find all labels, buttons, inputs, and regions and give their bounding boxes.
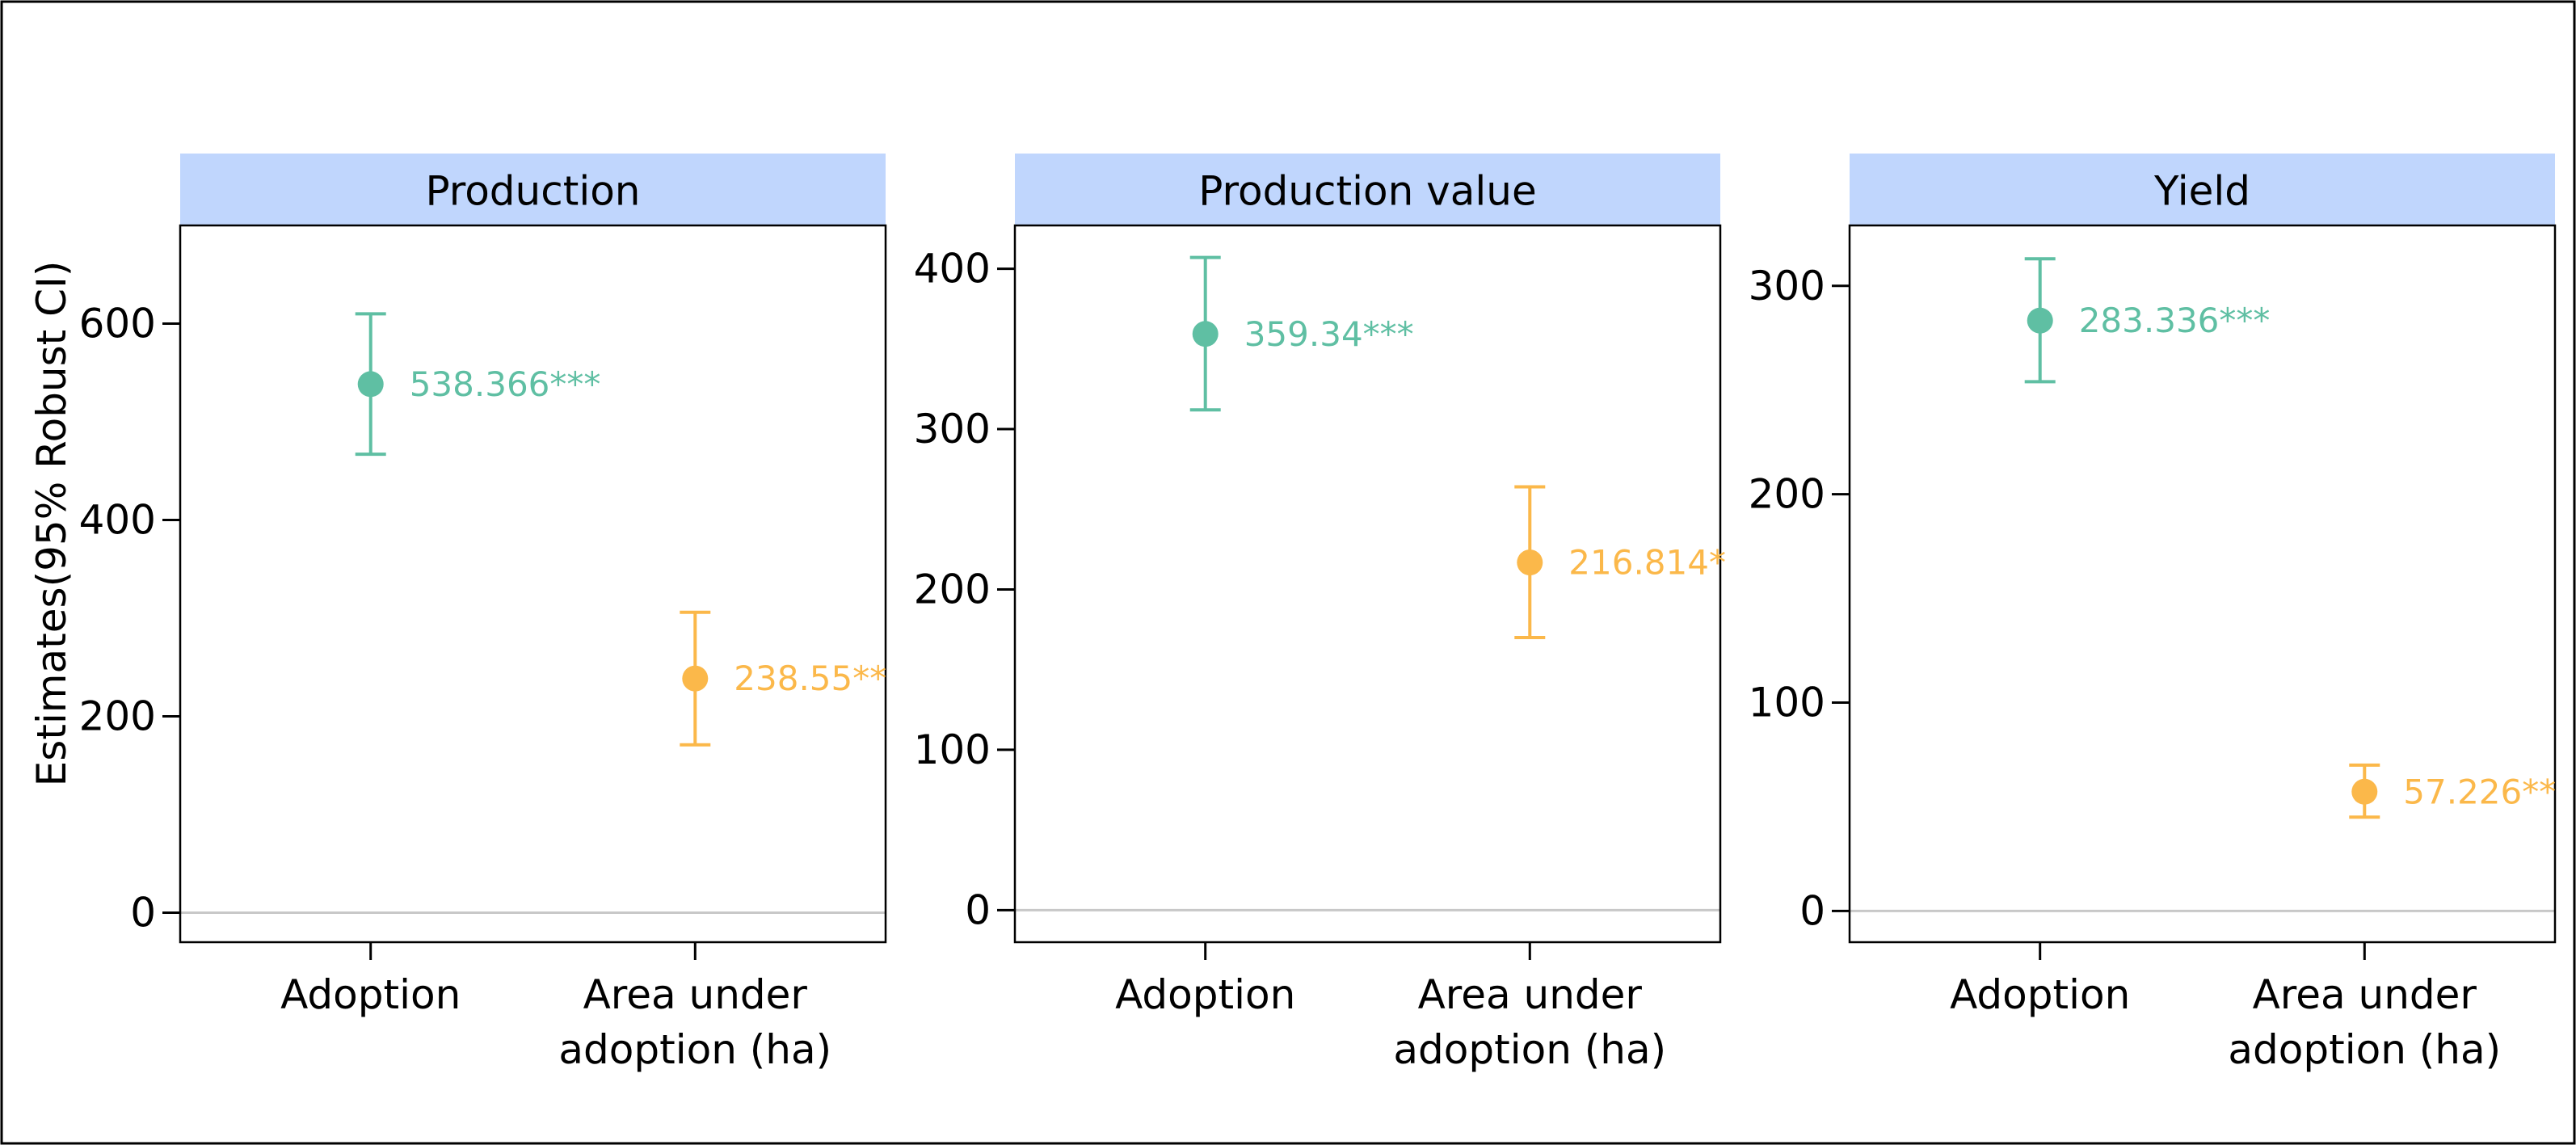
estimate-point	[2027, 307, 2053, 334]
panel-plot-area	[179, 224, 887, 944]
x-category-label: Adoption	[1115, 971, 1295, 1018]
estimate-point-group: 57.226**	[2349, 763, 2556, 819]
x-category-label: Adoption	[280, 971, 461, 1018]
estimate-point	[682, 665, 709, 692]
y-tick-label: 200	[79, 693, 156, 740]
estimate-data-label: 283.336***	[2079, 301, 2271, 340]
panel-strip	[1850, 154, 2555, 225]
y-tick-label: 400	[79, 497, 156, 544]
estimate-point	[357, 371, 384, 398]
x-category-label: Area under adoption (ha)	[2228, 971, 2501, 1073]
panel-1: Production 0 200 400 600 Adoption Area under ad…	[79, 154, 887, 1073]
y-tick-label: 300	[914, 406, 991, 453]
facet-panels: Production 0 200 400 600 Adoption Area under ad…	[79, 154, 2557, 1073]
y-tick-label: 400	[914, 246, 991, 293]
estimate-data-label: 538.366***	[410, 364, 601, 404]
panel-title: Production value	[1198, 168, 1536, 215]
y-tick-label: 300	[1749, 263, 1825, 309]
y-tick-label: 200	[914, 566, 991, 612]
x-category-label-line: adoption (ha)	[2228, 1026, 2501, 1073]
panel-3: Yield 0 100 200 300 Adoption Area under adoptio…	[1749, 154, 2557, 1073]
y-tick-label: 0	[1799, 887, 1825, 934]
estimate-data-label: 359.34***	[1244, 314, 1414, 354]
y-tick-label: 100	[914, 726, 991, 773]
estimate-point-group: 216.814*	[1514, 485, 1726, 639]
y-tick-label: 0	[130, 890, 156, 937]
y-tick-label: 600	[79, 301, 156, 347]
x-category-label: Adoption	[1950, 971, 2130, 1018]
panel-plot-area	[1848, 224, 2557, 944]
y-tick-label: 200	[1749, 471, 1825, 518]
x-category-label-line: Area under	[2253, 971, 2477, 1018]
y-axis-title: Estimates(95% Robust CI)	[28, 261, 75, 787]
estimate-data-label: 57.226**	[2403, 772, 2556, 811]
panel-strip	[180, 154, 886, 225]
x-category-label-line: Area under	[583, 971, 808, 1018]
panel-title: Yield	[2153, 168, 2250, 215]
estimate-point-group: 538.366***	[355, 312, 601, 457]
estimate-point	[1517, 549, 1543, 576]
x-category-label-line: Adoption	[1950, 971, 2130, 1018]
estimate-point	[2351, 778, 2378, 805]
panel-plot-area	[1013, 224, 1722, 944]
estimate-point-group: 238.55**	[680, 610, 886, 747]
estimate-data-label: 216.814*	[1568, 543, 1726, 583]
y-tick-label: 100	[1749, 679, 1825, 726]
estimate-point	[1192, 321, 1219, 347]
panel-title: Production	[425, 168, 640, 215]
x-category-label-line: adoption (ha)	[558, 1026, 831, 1073]
x-category-label-line: Area under	[1418, 971, 1643, 1018]
x-category-label: Area under adoption (ha)	[558, 971, 831, 1073]
panel-strip	[1015, 154, 1720, 225]
estimate-point-group: 283.336***	[2024, 257, 2271, 384]
x-category-label-line: Adoption	[1115, 971, 1295, 1018]
x-category-label-line: adoption (ha)	[1393, 1026, 1666, 1073]
y-tick-label: 0	[965, 886, 991, 933]
estimate-data-label: 238.55**	[734, 659, 886, 698]
x-category-label: Area under adoption (ha)	[1393, 971, 1666, 1073]
estimate-point-group: 359.34***	[1189, 255, 1414, 412]
panel-2: Production value 0 100 200 300 400 Adoption Are…	[914, 154, 1726, 1073]
x-category-label-line: Adoption	[280, 971, 461, 1018]
